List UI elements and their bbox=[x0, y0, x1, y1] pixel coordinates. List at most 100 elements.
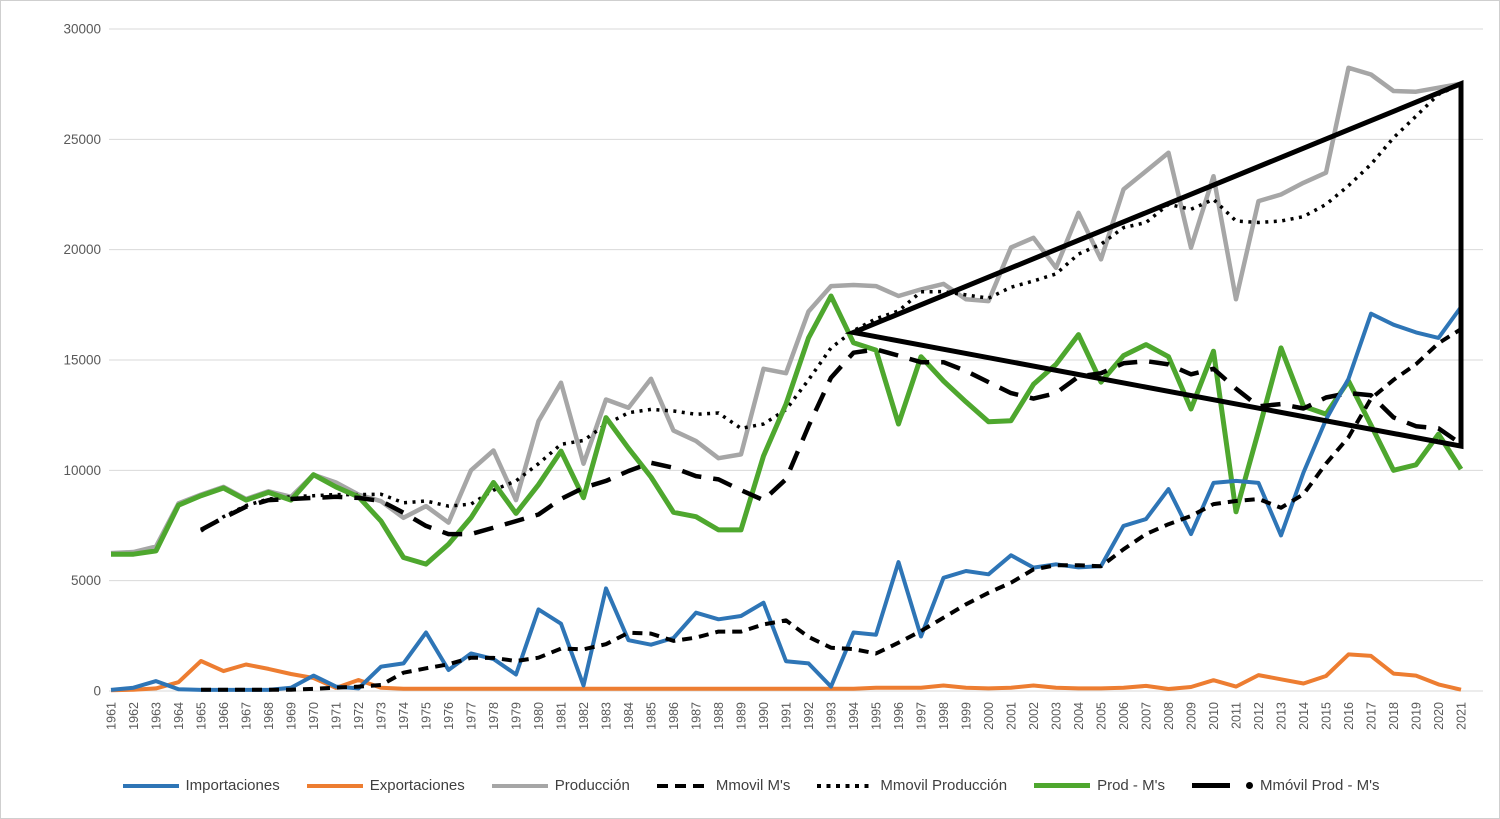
x-axis-year-label: 1994 bbox=[847, 702, 861, 730]
y-axis-tick-label: 30000 bbox=[63, 22, 101, 37]
x-axis-year-label: 1983 bbox=[600, 702, 614, 730]
x-axis-year-label: 1977 bbox=[465, 702, 479, 730]
x-axis-year-label: 2019 bbox=[1410, 702, 1424, 730]
x-axis-year-label: 1989 bbox=[735, 702, 749, 730]
x-axis-year-label: 1988 bbox=[712, 702, 726, 730]
x-axis-year-label: 2012 bbox=[1252, 702, 1266, 730]
x-axis-year-label: 1990 bbox=[757, 702, 771, 730]
legend-label: Prod - M's bbox=[1097, 777, 1165, 794]
x-axis-year-label: 1992 bbox=[802, 702, 816, 730]
legend-label: Mmovil Producción bbox=[880, 777, 1008, 794]
x-axis-year-label: 1968 bbox=[262, 702, 276, 730]
x-axis-year-label: 2013 bbox=[1275, 702, 1289, 730]
x-axis-year-label: 1979 bbox=[510, 702, 524, 730]
x-axis-year-label: 1966 bbox=[217, 702, 231, 730]
x-axis-year-label: 1963 bbox=[150, 702, 164, 730]
x-axis-year-label: 1978 bbox=[487, 702, 501, 730]
x-axis-year-label: 1986 bbox=[667, 702, 681, 730]
x-axis-year-label: 1987 bbox=[690, 702, 704, 730]
y-axis-tick-label: 15000 bbox=[63, 353, 101, 368]
x-axis-year-label: 2021 bbox=[1455, 702, 1469, 730]
x-axis-year-label: 2007 bbox=[1140, 702, 1154, 730]
x-axis-year-label: 2018 bbox=[1387, 702, 1401, 730]
x-axis-year-label: 1971 bbox=[330, 702, 344, 730]
x-axis-year-label: 1970 bbox=[307, 702, 321, 730]
x-axis-year-label: 2002 bbox=[1027, 702, 1041, 730]
legend-item-importaciones[interactable]: Importaciones bbox=[122, 777, 280, 794]
series-line-produccion[interactable] bbox=[110, 65, 1462, 556]
x-axis-year-label: 1965 bbox=[195, 702, 209, 730]
mmovil-prod-ms-marker-dot-icon bbox=[1245, 782, 1253, 789]
series-line-prod-ms[interactable] bbox=[111, 293, 1464, 567]
x-axis-year-label: 1980 bbox=[532, 702, 546, 730]
x-axis-year-label: 1973 bbox=[375, 702, 389, 730]
x-axis-year-label: 2016 bbox=[1342, 702, 1356, 730]
x-axis-year-label: 1982 bbox=[577, 702, 591, 730]
triangle-annotation[interactable] bbox=[844, 80, 1464, 450]
x-axis-year-label: 1993 bbox=[825, 702, 839, 730]
x-axis-year-label: 2015 bbox=[1320, 702, 1334, 730]
legend-label: Mmóvil Prod - M's bbox=[1259, 777, 1380, 794]
x-axis-year-label: 2017 bbox=[1365, 702, 1379, 730]
legend-label: Producción bbox=[554, 777, 630, 794]
x-axis-year-label: 1967 bbox=[240, 702, 254, 730]
legend-label: Importaciones bbox=[185, 777, 280, 794]
x-axis-year-label: 2020 bbox=[1432, 702, 1446, 730]
series-line-mmovil-prod-ms[interactable] bbox=[199, 347, 1463, 537]
x-axis-year-label: 2004 bbox=[1072, 702, 1086, 730]
x-axis-year-label: 1962 bbox=[127, 702, 141, 730]
x-axis-year-label: 1985 bbox=[645, 702, 659, 730]
exportaciones-line-swatch bbox=[306, 783, 363, 788]
chart-plot-area: 0 5000 10000 15000 20000 25000 30000 1961 1962 19… bbox=[63, 22, 1483, 730]
legend-label: Mmovil M's bbox=[715, 777, 791, 794]
x-axis-year-label: 1996 bbox=[892, 702, 906, 730]
x-axis-year-label: 2011 bbox=[1230, 702, 1244, 729]
series-line-mmovil-ms[interactable] bbox=[201, 327, 1463, 692]
legend-item-produccion[interactable]: Producción bbox=[491, 777, 630, 794]
importaciones-line-swatch bbox=[122, 783, 179, 788]
y-axis-tick-label: 10000 bbox=[63, 463, 101, 478]
x-axis-year-label: 2000 bbox=[982, 702, 996, 730]
y-axis-tick-label: 5000 bbox=[71, 573, 101, 588]
x-axis-year-label: 1976 bbox=[442, 702, 456, 730]
x-axis-year-label: 1995 bbox=[870, 702, 884, 730]
x-axis-year-label: 2010 bbox=[1207, 702, 1221, 730]
mmovil-ms-dashed-swatch bbox=[656, 783, 709, 788]
x-axis-year-label: 1981 bbox=[555, 702, 569, 730]
x-axis-year-label: 1974 bbox=[397, 702, 411, 730]
x-axis-year-label: 2014 bbox=[1297, 702, 1311, 730]
legend-item-mmovil-prod-ms[interactable]: Mmóvil Prod - M's bbox=[1191, 777, 1380, 794]
series-line-importaciones[interactable] bbox=[110, 305, 1463, 692]
y-axis-tick-label: 0 bbox=[93, 684, 101, 699]
x-axis-year-label: 1999 bbox=[960, 702, 974, 730]
chart-legend: Importaciones Exportaciones Producción M… bbox=[1, 777, 1499, 794]
x-axis-year-label: 2001 bbox=[1005, 702, 1019, 730]
x-axis-year-label: 1984 bbox=[622, 702, 636, 730]
series-line-mmovil-produccion[interactable] bbox=[200, 82, 1462, 533]
x-axis-year-label: 1998 bbox=[937, 702, 951, 730]
y-axis-tick-label: 20000 bbox=[63, 242, 101, 257]
x-axis-year-label: 1964 bbox=[172, 702, 186, 730]
x-axis-year-label: 2009 bbox=[1185, 702, 1199, 730]
mmovil-produccion-dotted-swatch bbox=[817, 783, 874, 788]
legend-item-exportaciones[interactable]: Exportaciones bbox=[306, 777, 465, 794]
mmovil-prod-ms-line-swatch bbox=[1191, 783, 1230, 788]
x-axis-year-label: 2008 bbox=[1162, 702, 1176, 730]
prod-ms-line-swatch bbox=[1034, 783, 1091, 788]
legend-label: Exportaciones bbox=[369, 777, 465, 794]
x-axis-year-label: 1972 bbox=[352, 702, 366, 730]
produccion-line-swatch bbox=[491, 783, 548, 788]
x-axis-year-label: 1961 bbox=[105, 702, 119, 730]
x-axis-year-label: 2005 bbox=[1095, 702, 1109, 730]
x-axis-year-label: 1991 bbox=[780, 702, 794, 730]
x-axis-year-label: 2003 bbox=[1050, 702, 1064, 730]
y-axis-tick-label: 25000 bbox=[63, 132, 101, 147]
x-axis-year-label: 2006 bbox=[1117, 702, 1131, 730]
x-axis-year-label: 1975 bbox=[420, 702, 434, 730]
legend-item-prod-ms[interactable]: Prod - M's bbox=[1034, 777, 1165, 794]
x-axis-year-label: 1997 bbox=[915, 702, 929, 730]
legend-item-mmovil-ms[interactable]: Mmovil M's bbox=[656, 777, 791, 794]
legend-item-mmovil-produccion[interactable]: Mmovil Producción bbox=[817, 777, 1007, 794]
x-axis-year-label: 1969 bbox=[285, 702, 299, 730]
